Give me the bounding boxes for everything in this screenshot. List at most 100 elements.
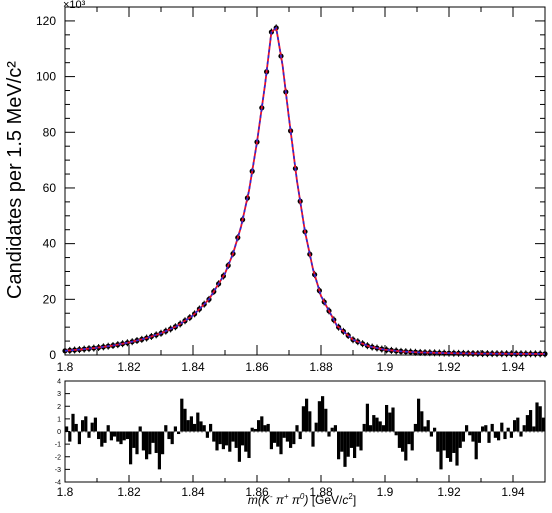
residual-bar bbox=[455, 431, 459, 466]
residual-bar bbox=[129, 431, 133, 465]
x-tick-label: 1.94 bbox=[501, 360, 525, 374]
residual-bar bbox=[308, 411, 312, 432]
residual-bar bbox=[87, 431, 91, 438]
residual-bar bbox=[519, 431, 523, 437]
residual-bar bbox=[116, 431, 120, 442]
residual-bar bbox=[493, 431, 497, 438]
res-y-tick-label: 2 bbox=[57, 404, 61, 411]
residual-bar bbox=[452, 431, 456, 453]
residual-bar bbox=[199, 421, 203, 432]
residual-bar bbox=[474, 431, 478, 460]
residual-bar bbox=[535, 402, 539, 432]
residual-bar bbox=[250, 427, 254, 432]
residual-bar bbox=[196, 412, 200, 432]
residual-bar bbox=[141, 431, 145, 451]
residual-bar bbox=[125, 431, 129, 440]
residual-bar bbox=[471, 431, 475, 442]
y-tick-label: 60 bbox=[43, 181, 57, 195]
residual-bar bbox=[413, 423, 417, 432]
residual-bar bbox=[154, 431, 158, 453]
residual-bar bbox=[497, 431, 501, 441]
residual-bar bbox=[106, 425, 110, 432]
residual-bar bbox=[423, 426, 427, 432]
residual-bar bbox=[148, 431, 152, 455]
res-y-tick-label: 0 bbox=[57, 429, 61, 436]
residual-bar bbox=[407, 431, 411, 445]
residual-bar bbox=[177, 431, 181, 435]
residual-bar bbox=[372, 415, 376, 432]
residual-bar bbox=[487, 431, 491, 443]
residual-bar bbox=[221, 431, 225, 450]
residual-bar bbox=[100, 431, 104, 447]
residual-bar bbox=[484, 425, 488, 432]
residual-panel: m(K- π+ π0) [GeV/c2] 1.8 1.82 1.84 1.86 1.88… bbox=[55, 379, 546, 507]
residual-bar bbox=[65, 426, 69, 432]
residual-bar bbox=[292, 431, 296, 445]
residual-bar bbox=[77, 431, 81, 445]
residual-bar bbox=[167, 431, 171, 440]
residual-bar bbox=[426, 420, 430, 432]
residual-bar bbox=[410, 431, 414, 451]
residual-bar bbox=[151, 431, 155, 443]
res-x-tick-label: 1.88 bbox=[309, 485, 333, 499]
x-tick-label: 1.8 bbox=[57, 360, 74, 374]
data-point bbox=[62, 348, 68, 354]
residual-bar bbox=[417, 398, 421, 432]
residual-bar bbox=[541, 417, 545, 432]
residual-bar bbox=[439, 431, 443, 470]
residual-bar bbox=[122, 431, 126, 441]
residual-bar bbox=[314, 422, 318, 432]
residual-bar bbox=[506, 427, 510, 432]
res-x-tick-label: 1.82 bbox=[117, 485, 141, 499]
residual-bar bbox=[244, 431, 248, 452]
main-frame bbox=[64, 6, 546, 356]
residual-bar bbox=[525, 415, 529, 432]
residual-bar bbox=[189, 416, 193, 432]
res-y-tick-label: -2 bbox=[55, 454, 61, 461]
residual-bar bbox=[132, 431, 136, 448]
x-axis-label: m(K- π+ π0) [GeV/c2] bbox=[248, 492, 356, 507]
residual-bar bbox=[295, 425, 299, 432]
residual-bar bbox=[93, 417, 97, 432]
residual-bar bbox=[391, 407, 395, 432]
residual-bar bbox=[212, 431, 216, 442]
residual-bar bbox=[186, 420, 190, 432]
residual-bar bbox=[359, 431, 363, 451]
residual-bar bbox=[404, 431, 408, 461]
residual-bar bbox=[429, 431, 433, 437]
res-x-tick-label: 1.86 bbox=[245, 485, 269, 499]
res-y-tick-label: -1 bbox=[55, 442, 61, 449]
residual-bar bbox=[180, 398, 184, 432]
residual-bar bbox=[321, 396, 325, 432]
residual-bar bbox=[263, 425, 267, 432]
residual-bar bbox=[193, 423, 197, 432]
fit-total-line bbox=[64, 26, 546, 355]
residual-bar bbox=[532, 426, 536, 432]
res-x-tick-label: 1.8 bbox=[57, 485, 74, 499]
residual-bar bbox=[74, 423, 78, 432]
exponent-label: ×10³ bbox=[63, 0, 86, 11]
residual-bar bbox=[340, 431, 344, 452]
residual-bar bbox=[509, 431, 513, 438]
y-axis-label: Candidates per 1.5 MeV/c² bbox=[4, 61, 26, 299]
y-tick-label: 80 bbox=[43, 125, 57, 139]
residual-bar bbox=[84, 416, 88, 432]
residual-bar bbox=[234, 431, 238, 448]
residual-bar bbox=[420, 411, 424, 432]
residual-bar bbox=[273, 431, 277, 443]
x-tick-label: 1.84 bbox=[181, 360, 205, 374]
res-x-tick-label: 1.94 bbox=[501, 485, 525, 499]
res-y-tick-label: 4 bbox=[57, 379, 61, 386]
residual-bar bbox=[317, 401, 321, 432]
residual-bar bbox=[68, 431, 72, 442]
residual-bar bbox=[279, 431, 283, 455]
residual-bar bbox=[461, 431, 465, 442]
residual-bar bbox=[81, 420, 85, 432]
residual-bar bbox=[365, 403, 369, 432]
residual-bar bbox=[349, 431, 353, 448]
residual-bar bbox=[343, 431, 347, 467]
residual-bar bbox=[202, 425, 206, 432]
residual-bar bbox=[477, 431, 481, 443]
residual-bar bbox=[330, 427, 334, 432]
residual-bar bbox=[516, 417, 520, 432]
